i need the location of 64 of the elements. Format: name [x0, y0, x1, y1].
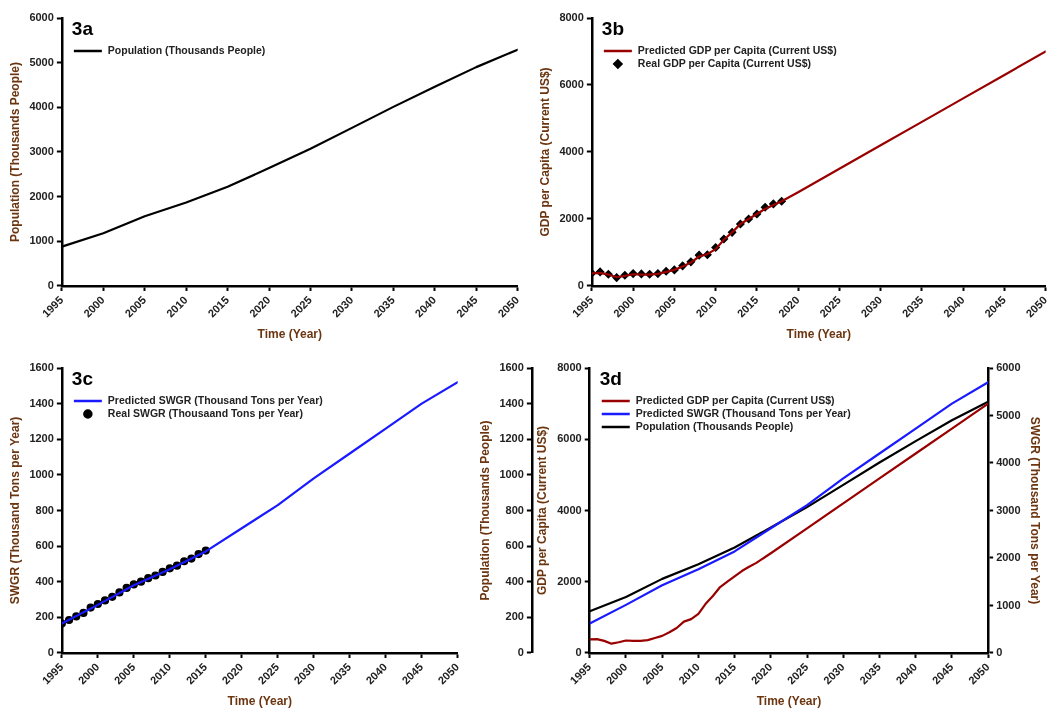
chart-title: 3a [71, 17, 94, 39]
y2-tick-label: 5000 [996, 408, 1021, 421]
y-tick-label: 3000 [29, 145, 54, 158]
y-axis-title: GDP per Capita (Current US$) [537, 67, 552, 237]
legend-label: Predicted SWGR (Thousand Tons per Year) [107, 393, 323, 406]
y-tick-label: 0 [47, 278, 54, 291]
y2-axis-title: SWGR (Thousand Tons per Year) [1028, 416, 1043, 605]
y-tick-label: 0 [47, 645, 54, 658]
legend-label: Real SWGR (Thousaand Tons per Year) [107, 406, 303, 419]
y3-tick-label: 600 [505, 539, 524, 552]
legend-label: Predicted GDP per Capita (Current US$) [635, 393, 835, 406]
chart-title: 3c [71, 367, 94, 389]
x-axis-title: Time (Year) [227, 694, 293, 709]
y2-tick-label: 1000 [996, 598, 1021, 611]
y-tick-label: 5000 [29, 55, 54, 68]
y2-tick-label: 4000 [996, 456, 1021, 469]
legend-label: Predicted GDP per Capita (Current US$) [637, 43, 837, 56]
y3-tick-label: 800 [505, 503, 524, 516]
y-tick-label: 0 [575, 645, 582, 658]
y2-tick-label: 0 [996, 645, 1003, 658]
y-tick-label: 8000 [559, 11, 584, 24]
y-axis-title: Population (Thousands People) [7, 61, 22, 242]
y-tick-label: 6000 [559, 78, 584, 91]
y-tick-label: 2000 [29, 189, 54, 202]
legend-label: Real GDP per Capita (Current US$) [637, 56, 811, 69]
y-tick-label: 1200 [29, 432, 54, 445]
y-tick-label: 2000 [559, 212, 584, 224]
y-axis-title: SWGR (Thousand Tons per Year) [7, 416, 22, 605]
y-tick-label: 1000 [29, 234, 54, 247]
y-tick-label: 0 [577, 278, 584, 291]
y-tick-label: 4000 [557, 503, 582, 516]
y3-tick-label: 1600 [499, 361, 524, 374]
y-tick-label: 4000 [29, 100, 54, 113]
x-axis-title: Time (Year) [786, 327, 852, 342]
y2-tick-label: 2000 [996, 551, 1021, 564]
y3-tick-label: 400 [505, 574, 524, 587]
y-tick-label: 8000 [557, 361, 582, 374]
y-tick-label: 4000 [559, 145, 584, 158]
legend-label: Predicted SWGR (Thousand Tons per Year) [635, 406, 851, 419]
y2-tick-label: 3000 [996, 503, 1021, 516]
y-tick-label: 200 [35, 610, 54, 623]
y-tick-label: 2000 [557, 574, 582, 587]
y3-tick-label: 1200 [499, 432, 524, 445]
y-axis-title: GDP per Capita (Current US$) [535, 425, 550, 596]
y-tick-label: 6000 [29, 11, 54, 24]
y3-tick-label: 0 [517, 645, 524, 658]
y3-tick-label: 200 [505, 610, 524, 623]
y3-tick-label: 1400 [499, 396, 524, 409]
y-tick-label: 1600 [29, 361, 54, 374]
y-tick-label: 1000 [29, 467, 54, 480]
y2-tick-label: 6000 [996, 361, 1021, 374]
x-axis-title: Time (Year) [257, 327, 323, 342]
y3-axis-title: Population (Thousands People) [477, 420, 492, 601]
legend-label: Population (Thousands People) [635, 419, 794, 432]
y3-tick-label: 1000 [499, 467, 524, 480]
y-tick-label: 400 [35, 574, 54, 587]
legend-label: Population (Thousands People) [107, 43, 266, 56]
chart-title: 3d [599, 367, 622, 389]
y-tick-label: 600 [35, 539, 54, 552]
chart-title: 3b [601, 17, 625, 39]
y-tick-label: 800 [35, 503, 54, 516]
x-axis-title: Time (Year) [756, 694, 822, 709]
y-tick-label: 6000 [557, 432, 582, 445]
y-tick-label: 1400 [29, 396, 54, 409]
